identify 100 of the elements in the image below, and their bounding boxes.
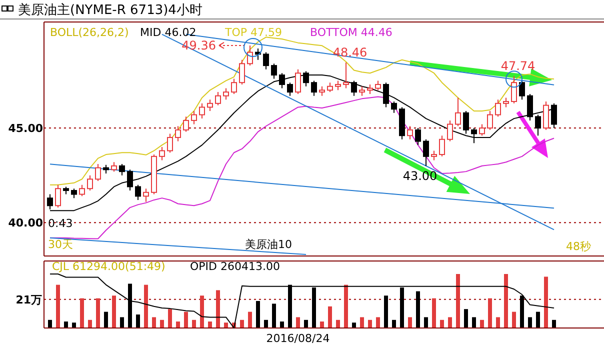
candlestick: [335, 80, 341, 91]
bar: [264, 320, 268, 328]
bar: [72, 322, 76, 328]
candlestick: [359, 86, 365, 96]
bar: [480, 320, 484, 328]
text: BOTTOM 44.46: [310, 26, 392, 39]
candlestick: [383, 82, 389, 108]
bar: [48, 320, 52, 328]
candlestick: [231, 78, 237, 94]
bar: [56, 284, 60, 328]
candlestick: [199, 102, 205, 120]
candlestick: [543, 101, 549, 130]
candlestick: [511, 76, 517, 104]
annotation: 49.36: [182, 38, 216, 52]
y-tick-label: 40.00: [8, 216, 44, 230]
bar: [488, 298, 492, 328]
bar: [248, 312, 252, 328]
candlestick: [55, 184, 61, 208]
candlestick: [431, 150, 437, 161]
bar: [504, 274, 508, 328]
bar: [96, 298, 100, 328]
candlestick: [447, 120, 453, 142]
bar: [360, 317, 364, 328]
candlestick: [95, 163, 101, 182]
bar: [256, 301, 260, 328]
bar: [168, 309, 172, 328]
bar: [432, 298, 436, 328]
bar: [528, 317, 532, 328]
annotation: 美原油10: [245, 238, 292, 251]
candlestick: [207, 99, 213, 112]
bar: [344, 284, 348, 328]
candlestick: [119, 163, 125, 176]
bar: [280, 322, 284, 328]
bar: [176, 322, 180, 328]
bar: [472, 317, 476, 328]
bar: [120, 317, 124, 328]
candlestick: [439, 135, 445, 157]
ref-line-label: 21万: [16, 293, 42, 306]
candlestick: [351, 80, 357, 96]
bar: [272, 304, 276, 328]
text: CJL 61294.00(51:49): [52, 260, 166, 273]
bar: [464, 309, 468, 328]
candlestick: [487, 110, 493, 130]
bar: [328, 306, 332, 328]
bar: [160, 320, 164, 328]
bar: [200, 296, 204, 328]
candlestick: [455, 97, 461, 127]
bar: [88, 320, 92, 328]
candlestick: [191, 110, 197, 125]
bar: [240, 320, 244, 328]
bar: [112, 296, 116, 328]
candlestick: [343, 62, 349, 89]
candlestick: [127, 169, 133, 191]
bar: [424, 317, 428, 328]
bar: [456, 274, 460, 328]
candlestick: [367, 84, 373, 94]
bar: [208, 322, 212, 328]
bar: [136, 314, 140, 328]
candlestick: [71, 188, 77, 199]
series-label: TOP 47.59: [224, 26, 282, 39]
candlestick: [287, 82, 293, 96]
candlestick: [239, 59, 245, 85]
bar: [512, 312, 516, 328]
bar: [336, 320, 340, 328]
candlestick: [327, 82, 333, 93]
x-tick-label: 2016/08/24: [266, 332, 330, 345]
bar: [552, 320, 556, 328]
bar: [104, 312, 108, 328]
bar: [544, 276, 548, 328]
bar: [144, 284, 148, 328]
bar: [376, 317, 380, 328]
bar: [384, 296, 388, 328]
bar: [192, 320, 196, 328]
annotation: 30天: [48, 238, 73, 251]
text: MID 46.02: [140, 26, 196, 39]
candlestick: [423, 138, 429, 166]
text: 48秒: [566, 240, 591, 253]
candlestick: [471, 128, 477, 144]
line-series: [50, 36, 554, 186]
candlestick: [375, 80, 381, 91]
annotation: 48.46: [332, 46, 368, 60]
bar: [496, 317, 500, 328]
bar: [184, 312, 188, 328]
candlestick: [167, 133, 173, 154]
bar: [440, 320, 444, 328]
candlestick: [391, 101, 397, 114]
bar: [392, 320, 396, 328]
bar: [352, 322, 356, 328]
bar: [296, 317, 300, 328]
candlestick: [135, 184, 141, 200]
bar: [304, 320, 308, 328]
candlestick: [535, 114, 541, 136]
candlestick: [503, 97, 509, 108]
candlestick: [527, 93, 533, 121]
candlestick: [271, 63, 277, 80]
bar: [448, 317, 452, 328]
chart-title: 美原油主(NYME-R 6713)4小时: [18, 2, 202, 18]
candlestick: [183, 116, 189, 132]
candlestick: [295, 68, 301, 94]
candlestick: [519, 80, 525, 100]
